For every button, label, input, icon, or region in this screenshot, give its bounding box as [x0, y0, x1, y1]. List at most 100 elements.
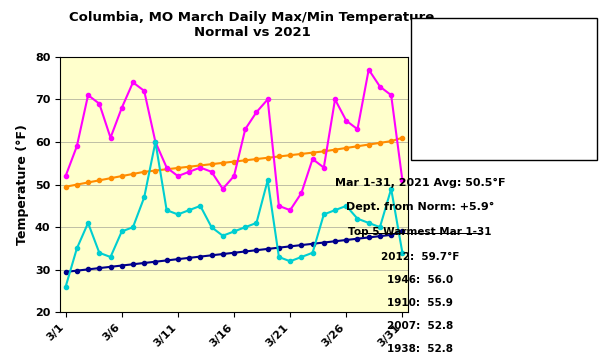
Text: 2021 Min Temp: 2021 Min Temp: [450, 110, 539, 120]
Avg Max Temp: [118, 174, 125, 178]
2021 Max Temp: [174, 174, 181, 178]
2021 Min Temp: [140, 195, 148, 200]
Avg Max Temp: [85, 180, 92, 185]
Text: Top 5 Warmest Mar 1-31: Top 5 Warmest Mar 1-31: [348, 227, 492, 237]
Text: 2012:  59.7°F: 2012: 59.7°F: [381, 252, 459, 262]
Line: Avg Min Temp: Avg Min Temp: [64, 229, 404, 274]
Avg Max Temp: [298, 152, 305, 156]
2021 Max Temp: [320, 165, 328, 170]
Avg Max Temp: [107, 176, 114, 180]
2021 Min Temp: [152, 140, 159, 144]
Avg Max Temp: [219, 161, 226, 165]
Avg Max Temp: [354, 144, 361, 148]
2021 Min Temp: [388, 187, 395, 191]
Avg Max Temp: [242, 158, 249, 163]
Avg Min Temp: [219, 252, 226, 256]
2021 Min Temp: [118, 229, 125, 234]
2021 Max Temp: [343, 119, 350, 123]
2021 Max Temp: [230, 174, 238, 178]
Avg Min Temp: [152, 260, 159, 264]
Avg Min Temp: [264, 247, 271, 251]
2021 Min Temp: [275, 255, 283, 259]
2021 Min Temp: [320, 212, 328, 217]
Text: —◆—: —◆—: [424, 84, 451, 94]
Avg Min Temp: [95, 266, 103, 270]
Line: Avg Max Temp: Avg Max Temp: [64, 136, 404, 189]
Avg Max Temp: [230, 159, 238, 164]
2021 Max Temp: [287, 208, 294, 212]
Avg Max Temp: [331, 148, 338, 152]
Avg Max Temp: [152, 168, 159, 173]
2021 Max Temp: [388, 93, 395, 97]
Text: 2007:  52.8: 2007: 52.8: [387, 321, 453, 331]
2021 Min Temp: [163, 208, 170, 212]
Avg Min Temp: [331, 239, 338, 244]
Avg Max Temp: [253, 157, 260, 161]
Avg Min Temp: [230, 251, 238, 255]
Avg Max Temp: [309, 151, 316, 155]
Avg Min Temp: [130, 262, 137, 266]
2021 Max Temp: [376, 84, 383, 89]
2021 Min Temp: [185, 208, 193, 212]
Text: —◆—: —◆—: [424, 110, 451, 120]
Text: 1910:  55.9: 1910: 55.9: [387, 298, 453, 308]
2021 Min Temp: [343, 204, 350, 208]
2021 Max Temp: [399, 178, 406, 182]
Avg Min Temp: [73, 268, 80, 273]
2021 Max Temp: [140, 89, 148, 93]
Avg Min Temp: [309, 242, 316, 246]
Avg Max Temp: [197, 163, 204, 168]
2021 Min Temp: [197, 204, 204, 208]
Text: —◆—: —◆—: [424, 31, 451, 40]
2021 Min Temp: [85, 221, 92, 225]
Avg Max Temp: [388, 139, 395, 143]
Avg Max Temp: [208, 162, 215, 166]
2021 Min Temp: [253, 221, 260, 225]
Avg Min Temp: [197, 255, 204, 259]
2021 Max Temp: [242, 127, 249, 131]
Text: Columbia, MO March Daily Max/Min Temperature
Normal vs 2021: Columbia, MO March Daily Max/Min Tempera…: [70, 11, 434, 39]
2021 Max Temp: [95, 102, 103, 106]
Avg Min Temp: [354, 236, 361, 241]
2021 Min Temp: [287, 259, 294, 263]
Avg Min Temp: [208, 253, 215, 257]
2021 Min Temp: [130, 225, 137, 229]
Avg Max Temp: [73, 182, 80, 187]
Avg Max Temp: [287, 153, 294, 157]
2021 Min Temp: [298, 255, 305, 259]
2021 Min Temp: [174, 212, 181, 217]
Avg Max Temp: [399, 136, 406, 140]
Text: Mar 1-31, 2021 Avg: 50.5°F: Mar 1-31, 2021 Avg: 50.5°F: [335, 178, 505, 187]
Y-axis label: Temperature (°F): Temperature (°F): [16, 124, 29, 245]
2021 Min Temp: [95, 251, 103, 255]
Avg Min Temp: [118, 263, 125, 268]
Avg Min Temp: [343, 238, 350, 242]
Avg Min Temp: [320, 240, 328, 245]
Text: 1946:  56.0: 1946: 56.0: [387, 275, 453, 285]
Avg Min Temp: [242, 249, 249, 253]
2021 Min Temp: [242, 225, 249, 229]
2021 Max Temp: [163, 165, 170, 170]
Line: 2021 Min Temp: 2021 Min Temp: [64, 140, 404, 289]
Avg Min Temp: [365, 235, 373, 240]
Avg Min Temp: [253, 248, 260, 252]
Avg Min Temp: [174, 257, 181, 261]
2021 Min Temp: [365, 221, 373, 225]
Avg Min Temp: [298, 243, 305, 247]
2021 Max Temp: [264, 97, 271, 102]
Avg Max Temp: [376, 141, 383, 145]
2021 Max Temp: [73, 144, 80, 148]
Text: 1938:  52.8: 1938: 52.8: [387, 344, 453, 354]
2021 Max Temp: [298, 191, 305, 195]
2021 Max Temp: [197, 165, 204, 170]
Avg Max Temp: [140, 170, 148, 174]
Avg Max Temp: [163, 167, 170, 171]
2021 Max Temp: [85, 93, 92, 97]
Avg Min Temp: [62, 270, 69, 274]
2021 Max Temp: [208, 170, 215, 174]
2021 Max Temp: [130, 80, 137, 84]
Avg Max Temp: [275, 154, 283, 159]
Avg Max Temp: [343, 146, 350, 150]
Text: 2021 Max Temp: 2021 Max Temp: [450, 84, 542, 94]
X-axis label: Date: Date: [217, 354, 251, 355]
